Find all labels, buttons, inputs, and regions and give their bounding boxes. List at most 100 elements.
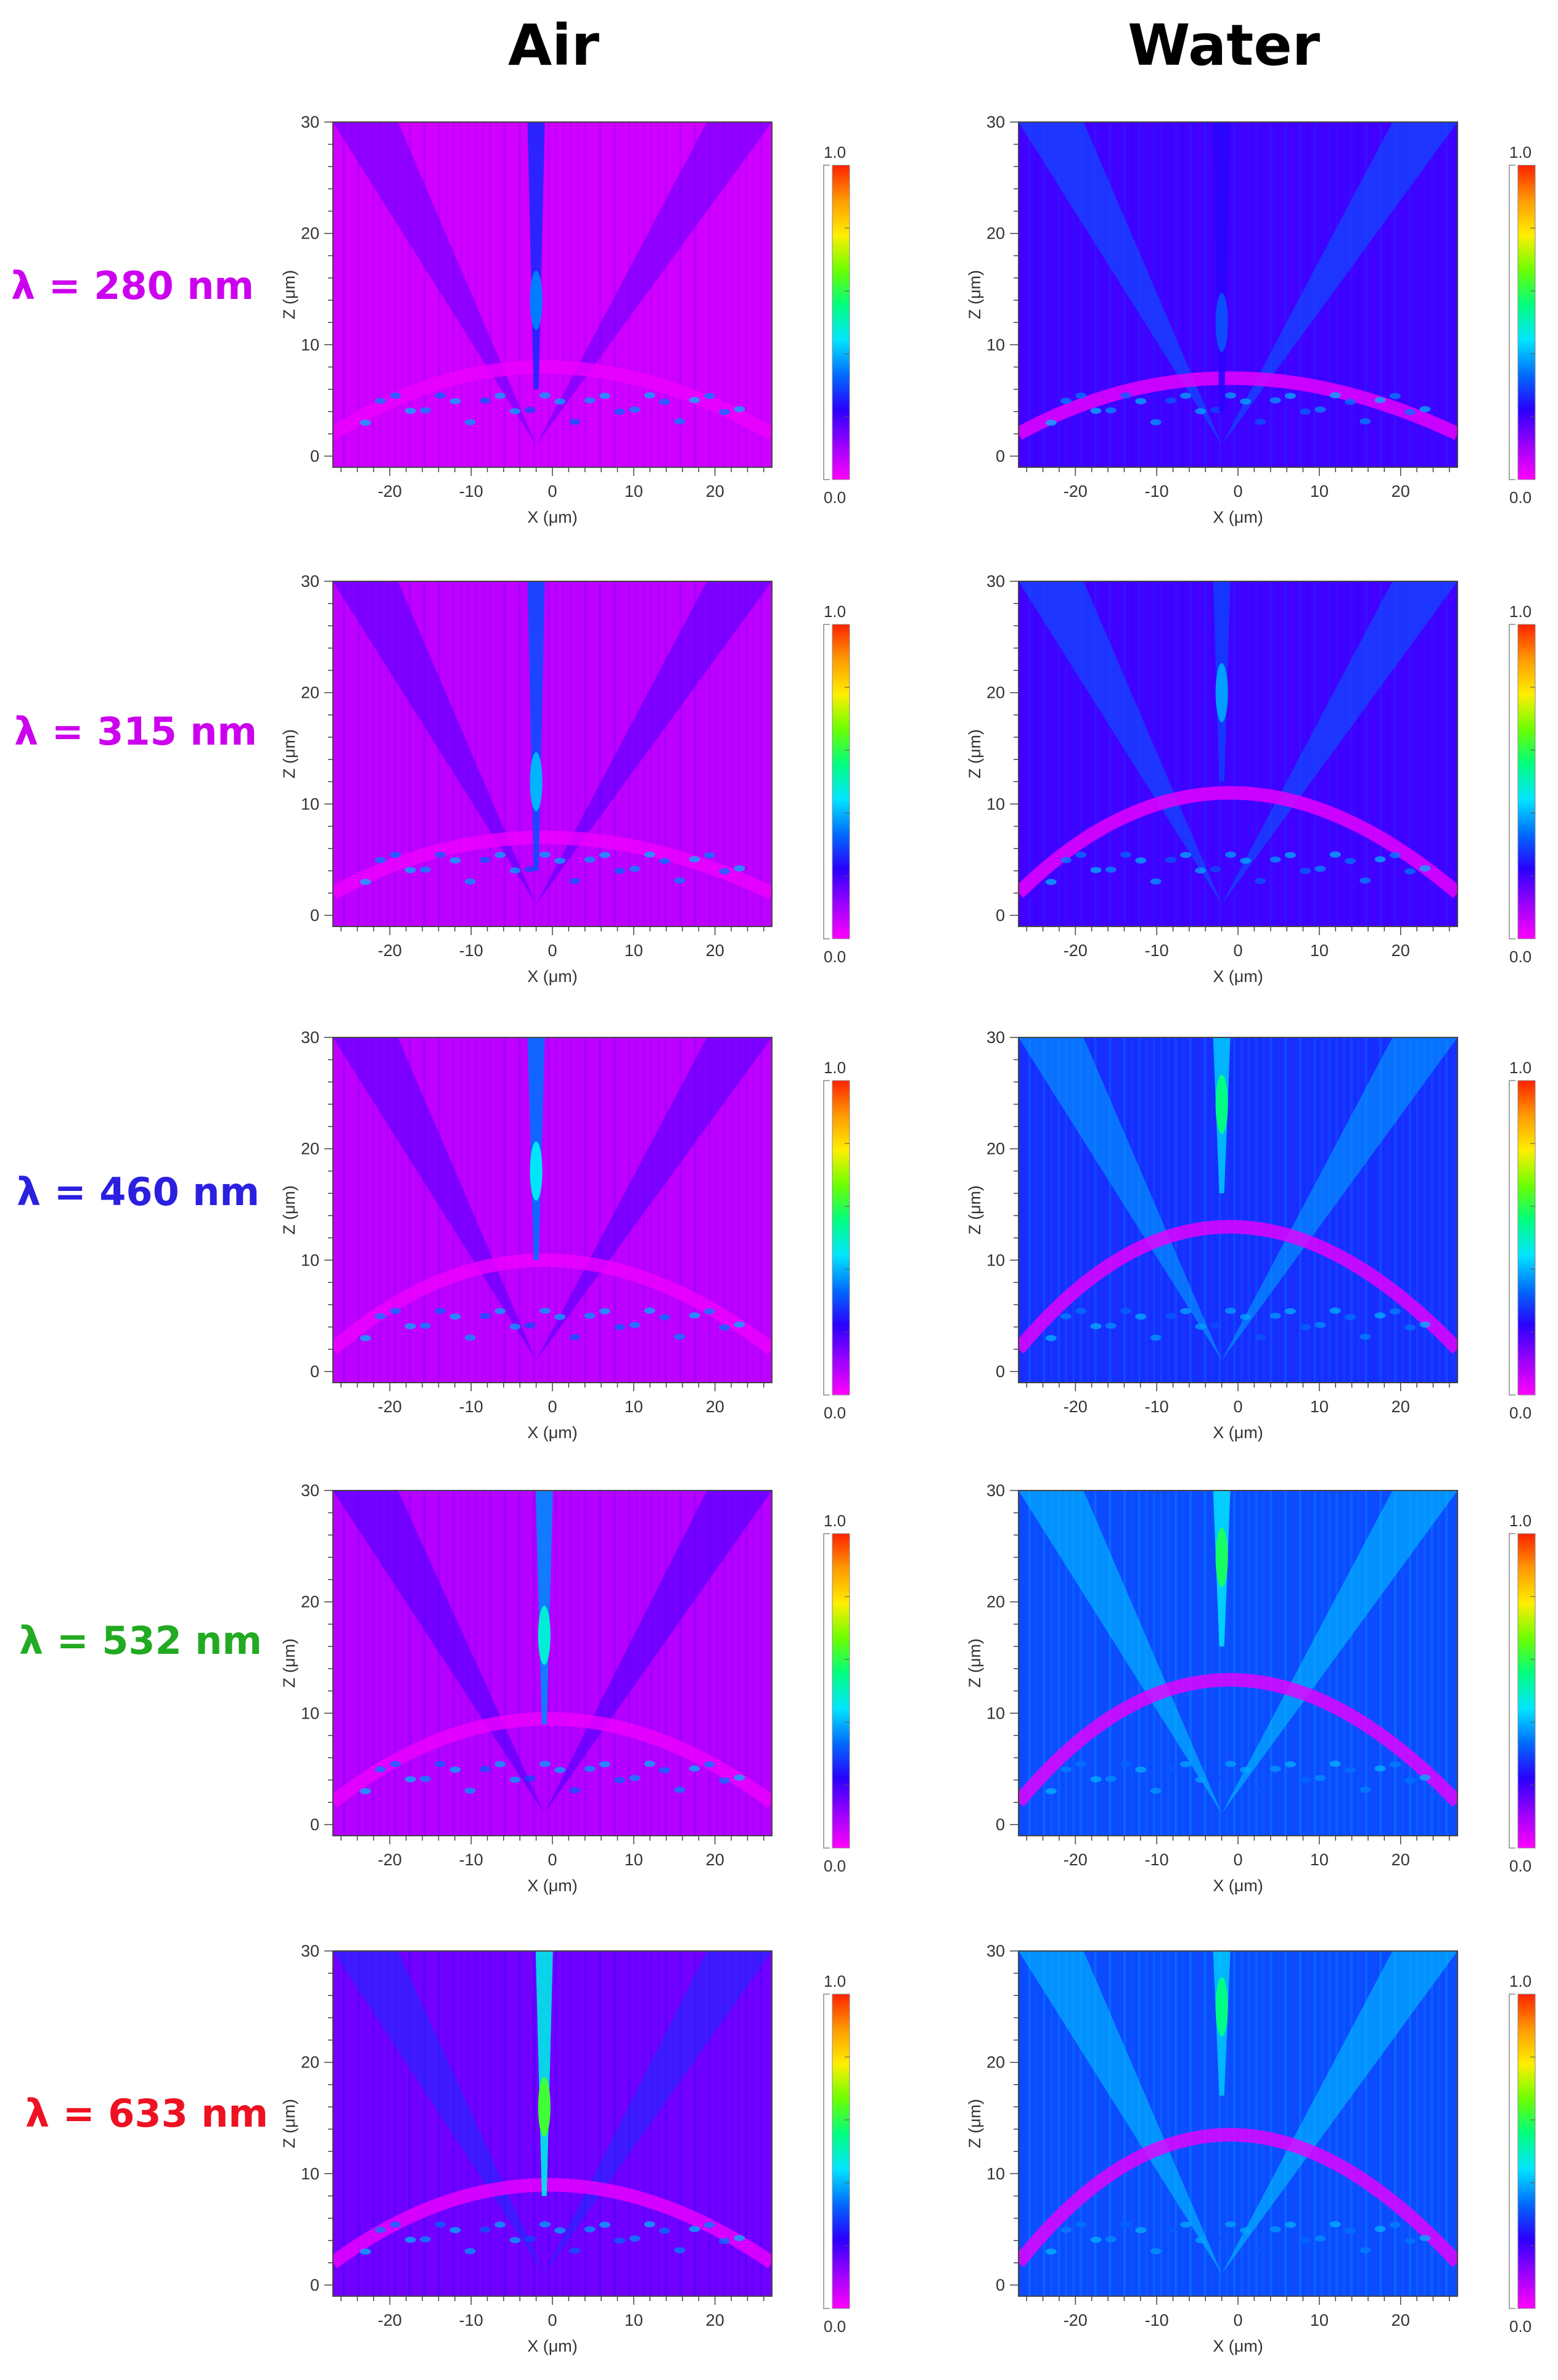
x-tick-label: -20 [1064, 1397, 1088, 1416]
heatmap-field [1019, 1037, 1458, 1383]
y-axis-label: Z (μm) [280, 1185, 298, 1235]
interference-stripe [1167, 122, 1170, 467]
speckle [1105, 2236, 1117, 2243]
speckle [1105, 866, 1117, 873]
y-axis-label: Z (μm) [280, 2099, 298, 2148]
interference-stripe [686, 1037, 689, 1383]
y-tick-label: 20 [301, 1593, 319, 1611]
speckle [1419, 1321, 1431, 1328]
interference-stripe [1292, 581, 1294, 926]
interference-stripe [554, 1037, 557, 1383]
speckle [1255, 419, 1266, 425]
interference-stripe [694, 1037, 697, 1383]
interference-stripe [599, 122, 602, 467]
interference-stripe [657, 1951, 660, 2296]
interference-stripe [730, 1491, 733, 1836]
colorbar-bracket [823, 1994, 830, 2309]
speckle [1105, 1322, 1117, 1329]
interference-stripe [503, 1951, 506, 2296]
speckle [1344, 1314, 1356, 1320]
speckle [494, 1307, 506, 1314]
panel-air-row-2: -20 -10 0 10 20 X (μm) 0 10 20 30 Z (μm) 1.0 0.0 [280, 572, 850, 986]
interference-stripe [1043, 581, 1046, 926]
interference-stripe [438, 1037, 441, 1383]
interference-stripe [496, 122, 499, 467]
interference-stripe [387, 581, 389, 926]
interference-stripe [694, 1951, 697, 2296]
interference-stripe [1116, 581, 1119, 926]
interference-stripe [489, 581, 492, 926]
speckle [1284, 393, 1296, 399]
interference-stripe [694, 1491, 697, 1836]
interference-stripe [430, 1491, 433, 1836]
interference-stripe [1043, 122, 1046, 467]
y-tick-label: 10 [986, 795, 1005, 813]
speckle [1284, 1761, 1296, 1768]
speckle [644, 1307, 655, 1314]
speckle [1329, 2221, 1341, 2228]
side-lobe-left [1019, 1951, 1222, 2274]
colorbar-bracket [1509, 1080, 1515, 1396]
y-tick-label: 0 [996, 1362, 1005, 1381]
speckle [1165, 856, 1176, 863]
wavelength-label-row-4: λ = 532 nm [19, 1618, 262, 1663]
interference-stripe [1072, 1037, 1075, 1383]
interference-stripe [1255, 1951, 1258, 2296]
speckle [1224, 1760, 1236, 1767]
interference-stripe [1211, 581, 1214, 926]
y-tick-label: 30 [986, 1481, 1005, 1500]
y-tick-label: 20 [986, 1593, 1005, 1611]
interference-stripe [1123, 581, 1126, 926]
x-tick-label: 10 [1310, 1397, 1329, 1416]
side-lobe-left [333, 581, 536, 904]
interference-stripe [503, 122, 506, 467]
interference-stripe [401, 1491, 404, 1836]
colorbar-max-label: 1.0 [1509, 602, 1531, 621]
speckle [1240, 398, 1252, 405]
x-tick-label: -20 [378, 1397, 402, 1416]
colorbar-max-label: 1.0 [824, 143, 846, 162]
interference-stripe [1175, 1037, 1178, 1383]
interference-stripe [350, 1951, 353, 2296]
speckle [718, 2238, 730, 2244]
interference-stripe [474, 581, 477, 926]
interference-stripe [1196, 1951, 1199, 2296]
interference-stripe [423, 581, 426, 926]
interference-stripe [1438, 581, 1441, 926]
side-lobe-left [333, 1491, 544, 1814]
interference-stripe [1445, 1951, 1448, 2296]
interference-stripe [1196, 1037, 1199, 1383]
interference-stripe [1255, 122, 1258, 467]
interference-stripe [1233, 122, 1236, 467]
interference-stripe [1050, 122, 1053, 467]
interference-stripe [1218, 1037, 1221, 1383]
interference-stripe [1050, 1037, 1053, 1383]
interference-stripe [1247, 122, 1250, 467]
panel-water-row-5: -20 -10 0 10 20 X (μm) 0 10 20 30 Z (μm) 1.0 0.0 [966, 1942, 1536, 2355]
focal-peak [538, 1605, 551, 1665]
interference-stripe [1445, 122, 1448, 467]
interference-stripe [423, 1037, 426, 1383]
interference-stripe [1196, 581, 1199, 926]
speckle [435, 2221, 446, 2228]
interference-stripe [525, 1037, 528, 1383]
interference-stripe [1123, 1951, 1126, 2296]
speckle [419, 866, 431, 873]
interference-stripe [657, 1491, 660, 1836]
speckle [404, 867, 416, 873]
interference-stripe [1423, 581, 1426, 926]
interference-stripe [438, 122, 441, 467]
speckle [599, 2222, 610, 2228]
interference-stripe [664, 1491, 667, 1836]
interference-stripe [1035, 581, 1038, 926]
interference-stripe [730, 1951, 733, 2296]
interference-stripe [745, 122, 748, 467]
y-tick-label: 0 [310, 1815, 319, 1834]
speckle [554, 1314, 566, 1320]
focal-peak [538, 2077, 551, 2137]
speckle [1389, 1761, 1401, 1768]
interference-stripe [1057, 122, 1060, 467]
interference-stripe [569, 581, 572, 926]
speckle [1269, 856, 1281, 863]
interference-stripe [342, 581, 345, 926]
